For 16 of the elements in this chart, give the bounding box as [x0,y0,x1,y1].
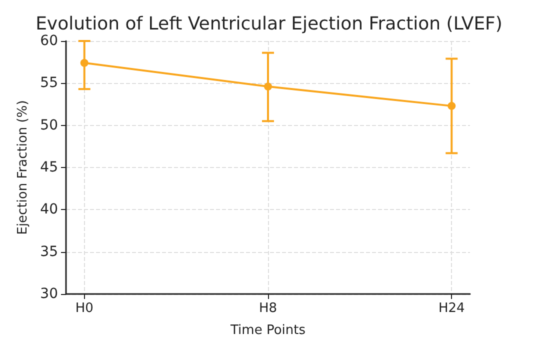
x-tick-label: H8 [258,301,278,316]
y-tick-label: 40 [40,202,58,218]
point [264,82,272,91]
y-tick-label: 60 [40,33,58,49]
x-tick-label: H0 [75,301,94,316]
y-axis-title: Ejection Fraction (%) [15,100,30,235]
y-tick-label: 30 [40,286,58,302]
x-axis-title: Time Points [230,323,306,338]
chart-title: Evolution of Left Ventricular Ejection Fraction (LVEF) [36,14,502,34]
y-tick-label: 55 [40,75,58,92]
y-tick-label: 35 [40,244,58,260]
point [448,102,456,110]
x-tick-label: H24 [438,301,465,316]
point [80,58,88,67]
y-tick-label: 45 [40,160,58,176]
y-tick-label: 50 [40,117,58,134]
